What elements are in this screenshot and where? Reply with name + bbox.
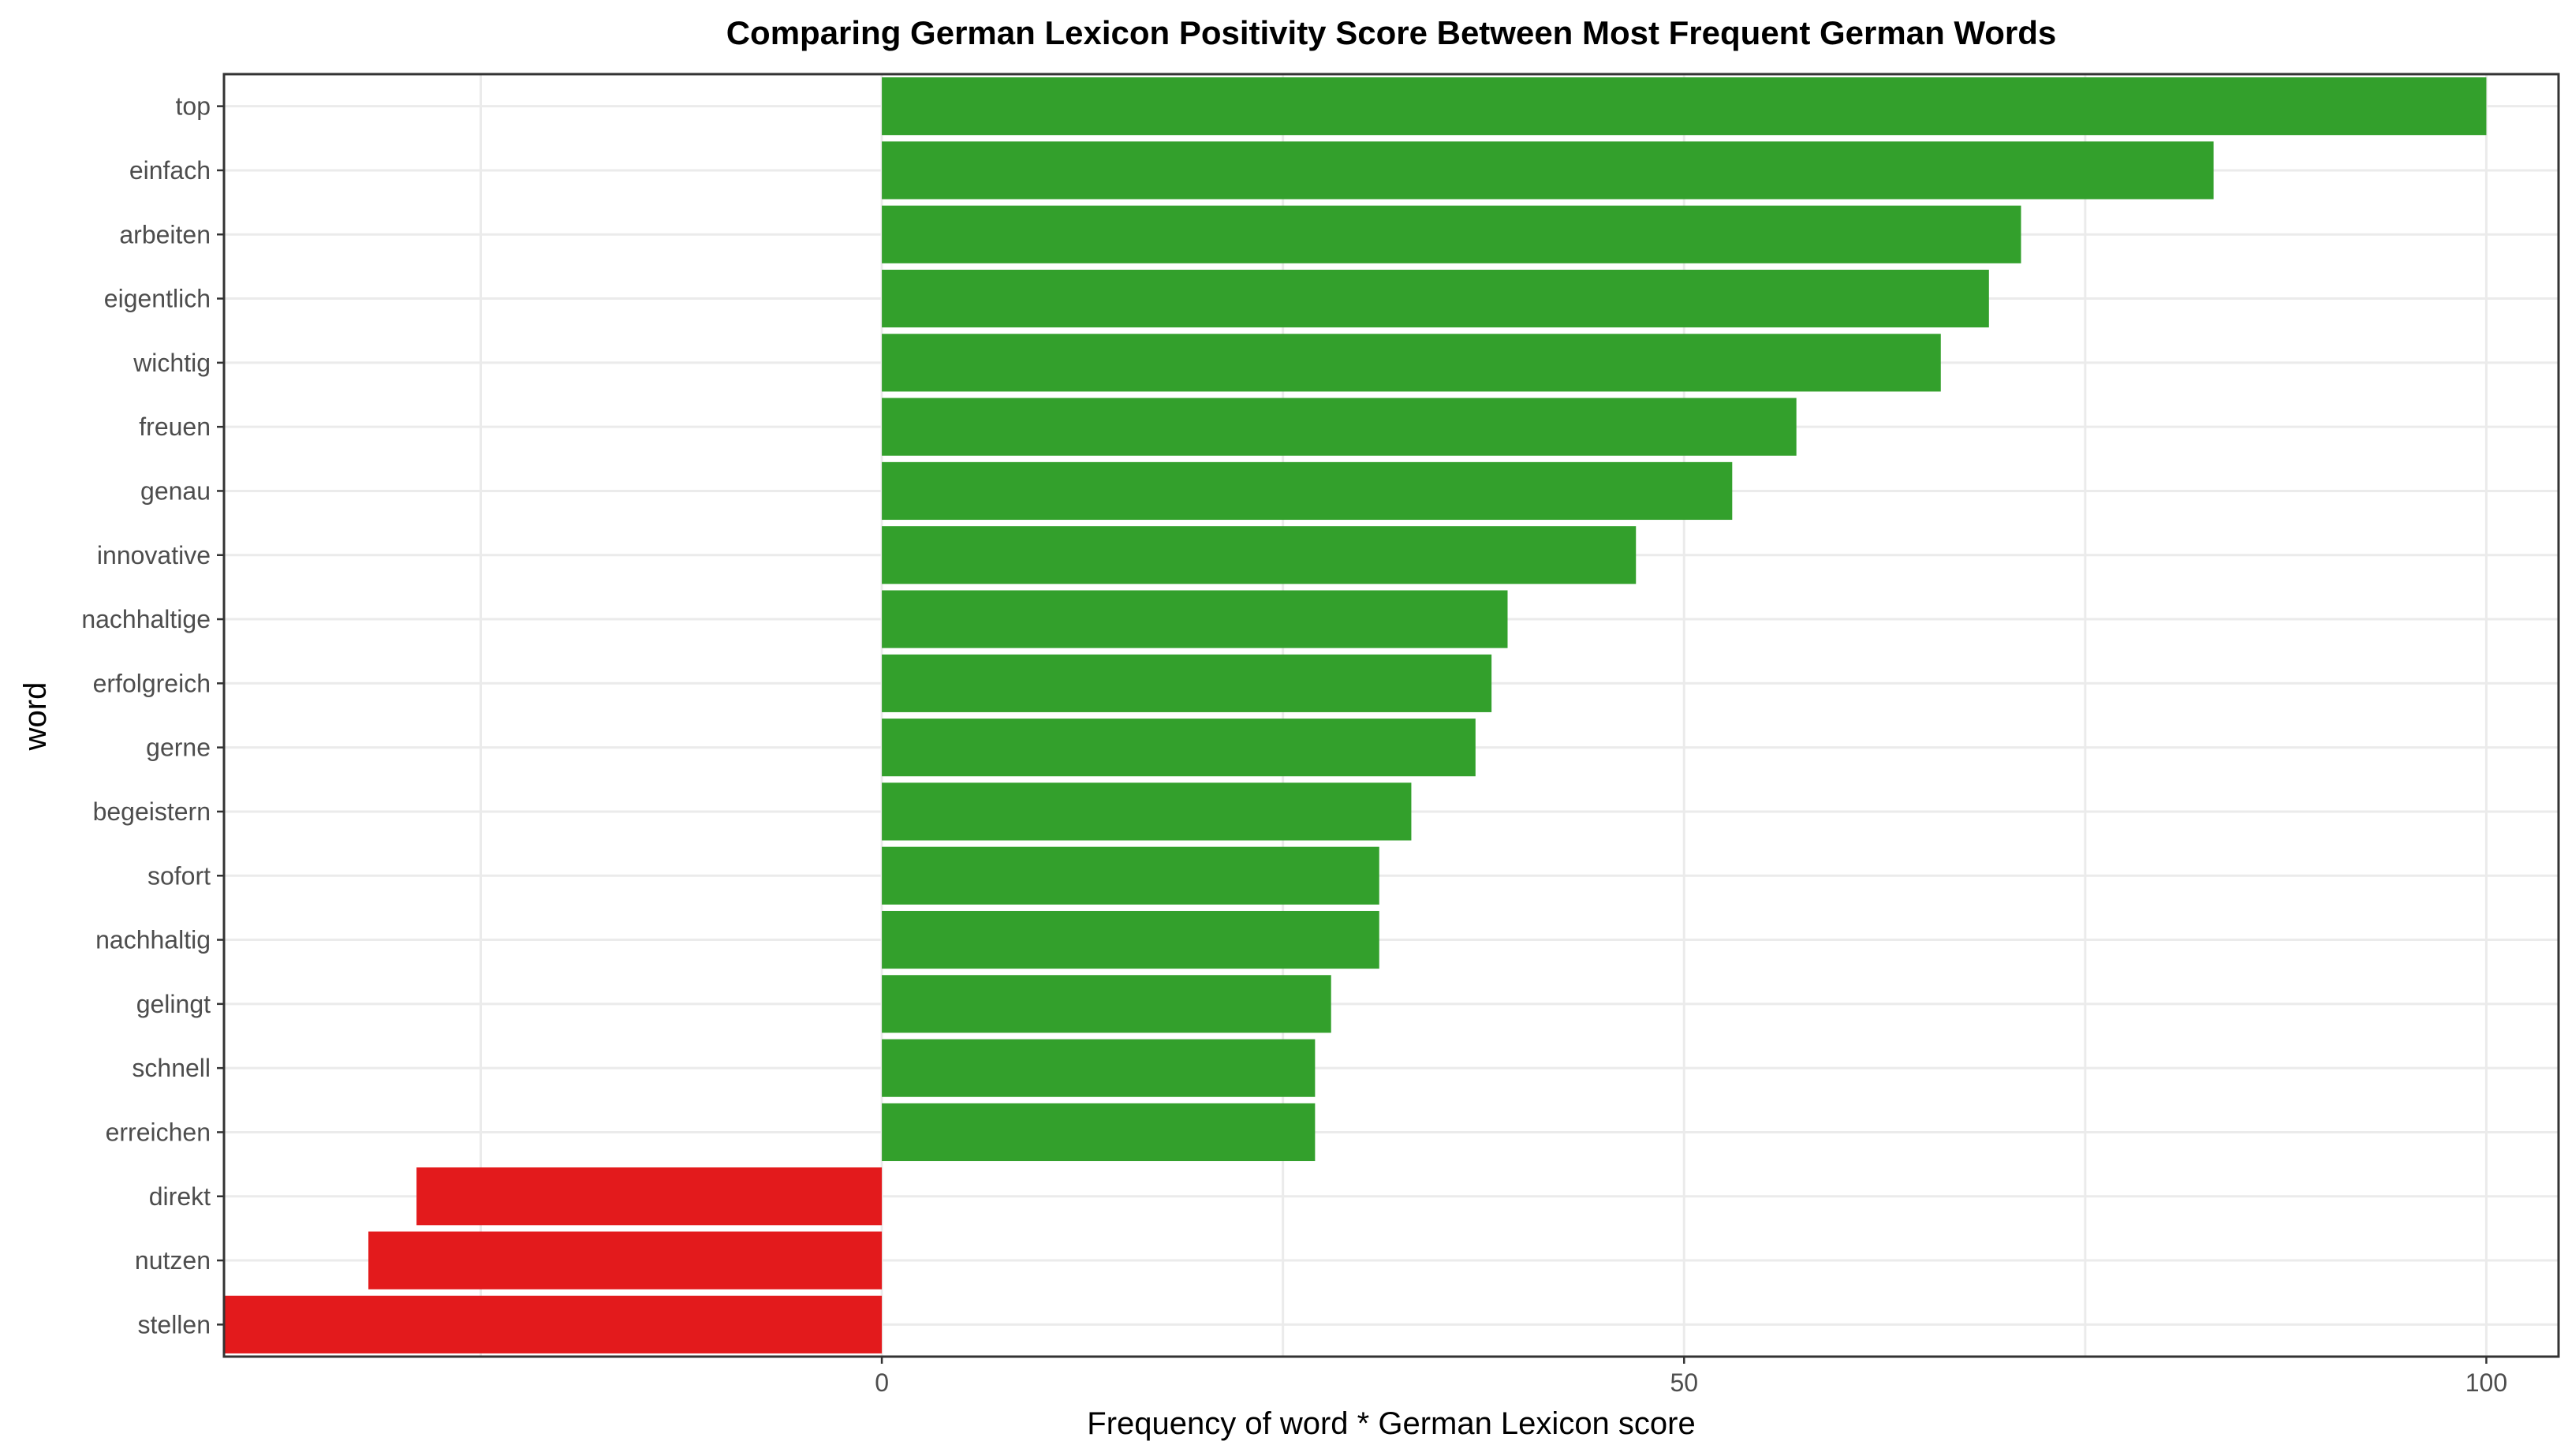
bar-arbeiten	[882, 205, 2021, 263]
y-tick-label: erfolgreich	[93, 669, 211, 697]
bar-begeistern	[882, 782, 1412, 841]
x-axis: 0 50 100	[875, 1357, 2507, 1397]
y-tick-label: eigentlich	[104, 285, 211, 313]
gridlines	[224, 74, 2559, 1357]
bar-top	[882, 77, 2487, 136]
bar-nachhaltige	[882, 590, 1508, 648]
y-tick-label: nachhaltig	[95, 926, 211, 954]
bar-erfolgreich	[882, 654, 1492, 712]
bars	[224, 77, 2487, 1353]
bar-sofort	[882, 846, 1379, 905]
y-tick-label: gerne	[146, 734, 211, 762]
y-tick-label: top	[176, 92, 211, 121]
y-tick-label: freuen	[139, 413, 211, 441]
y-tick-label: arbeiten	[119, 220, 211, 248]
y-tick-label: nachhaltige	[81, 605, 211, 633]
bar-nutzen	[368, 1231, 883, 1290]
bar-schnell	[882, 1039, 1316, 1097]
chart-title: Comparing German Lexicon Positivity Scor…	[726, 14, 2057, 51]
bar-gelingt	[882, 975, 1331, 1033]
y-tick-label: stellen	[138, 1310, 211, 1338]
y-tick-label: schnell	[132, 1054, 211, 1082]
bar-nachhaltig	[882, 910, 1379, 969]
y-tick-label: sofort	[147, 861, 211, 890]
x-tick-label: 50	[1670, 1368, 1698, 1397]
x-tick-label: 0	[875, 1368, 889, 1397]
bar-eigentlich	[882, 269, 1989, 328]
bar-wichtig	[882, 334, 1941, 392]
y-tick-label: innovative	[97, 541, 211, 569]
bar-innovative	[882, 526, 1637, 584]
y-tick-label: erreichen	[106, 1118, 211, 1146]
bar-gerne	[882, 719, 1476, 777]
bar-freuen	[882, 398, 1797, 456]
y-tick-label: wichtig	[133, 349, 211, 377]
y-tick-label: direkt	[149, 1182, 211, 1211]
bar-direkt	[416, 1167, 883, 1226]
x-tick-label: 100	[2465, 1368, 2507, 1397]
plot-panel	[222, 73, 2560, 1358]
bar-erreichen	[882, 1103, 1316, 1162]
y-axis: top einfach arbeiten eigentlich wichtig freue…	[81, 92, 224, 1338]
y-tick-label: gelingt	[136, 990, 211, 1018]
y-tick-label: nutzen	[135, 1246, 211, 1275]
bar-einfach	[882, 141, 2214, 200]
y-axis-title: word	[18, 682, 53, 752]
y-tick-label: einfach	[129, 156, 211, 185]
bar-stellen	[224, 1295, 883, 1353]
bar-genau	[882, 461, 1733, 521]
y-tick-label: begeistern	[93, 797, 211, 826]
y-tick-label: genau	[140, 476, 211, 505]
x-axis-title: Frequency of word * German Lexicon score	[1087, 1406, 1695, 1441]
